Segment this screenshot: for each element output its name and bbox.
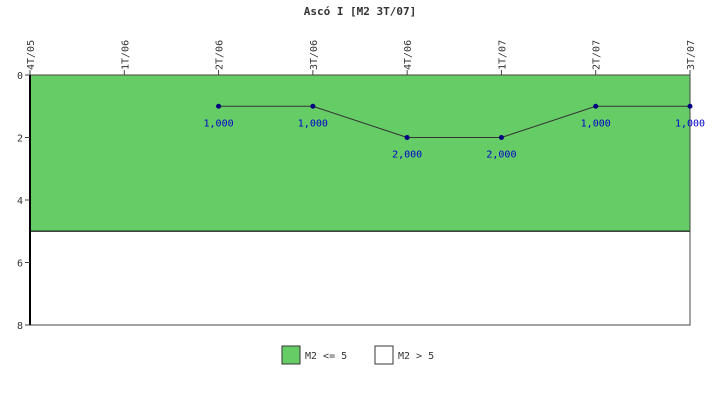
value-label: 1,000	[298, 118, 328, 129]
x-tick-label: 2T/06	[215, 40, 226, 70]
value-label: 2,000	[392, 150, 422, 161]
band	[29, 230, 691, 326]
x-tick-label: 3T/07	[686, 40, 697, 70]
chart-title: Ascó I [M2 3T/07]	[304, 5, 417, 18]
value-label: 1,000	[581, 118, 611, 129]
legend-swatch	[281, 345, 301, 365]
data-point	[593, 103, 599, 109]
legend-swatch	[374, 345, 394, 365]
y-tick-label: 6	[17, 259, 23, 270]
y-tick-label: 4	[17, 196, 23, 207]
band	[29, 74, 691, 232]
data-point	[498, 135, 504, 140]
legend-label: M2 > 5	[398, 351, 434, 362]
value-label: 1,000	[675, 118, 705, 129]
x-tick-label: 4T/06	[403, 40, 414, 70]
series-line	[218, 105, 690, 138]
value-label: 1,000	[204, 118, 234, 129]
x-tick-label: 4T/05	[26, 40, 37, 70]
y-tick-label: 8	[17, 321, 23, 332]
data-point	[216, 103, 222, 109]
data-point	[310, 103, 316, 109]
x-tick-label: 1T/06	[120, 40, 131, 70]
legend-label: M2 <= 5	[305, 351, 347, 362]
y-tick-label: 0	[17, 71, 23, 82]
data-point	[404, 135, 410, 140]
x-tick-label: 1T/07	[497, 40, 508, 70]
data-point	[687, 103, 693, 109]
x-tick-label: 2T/07	[592, 40, 603, 70]
value-label: 2,000	[486, 150, 516, 161]
x-tick-label: 3T/06	[309, 40, 320, 70]
y-tick-label: 2	[17, 134, 23, 145]
